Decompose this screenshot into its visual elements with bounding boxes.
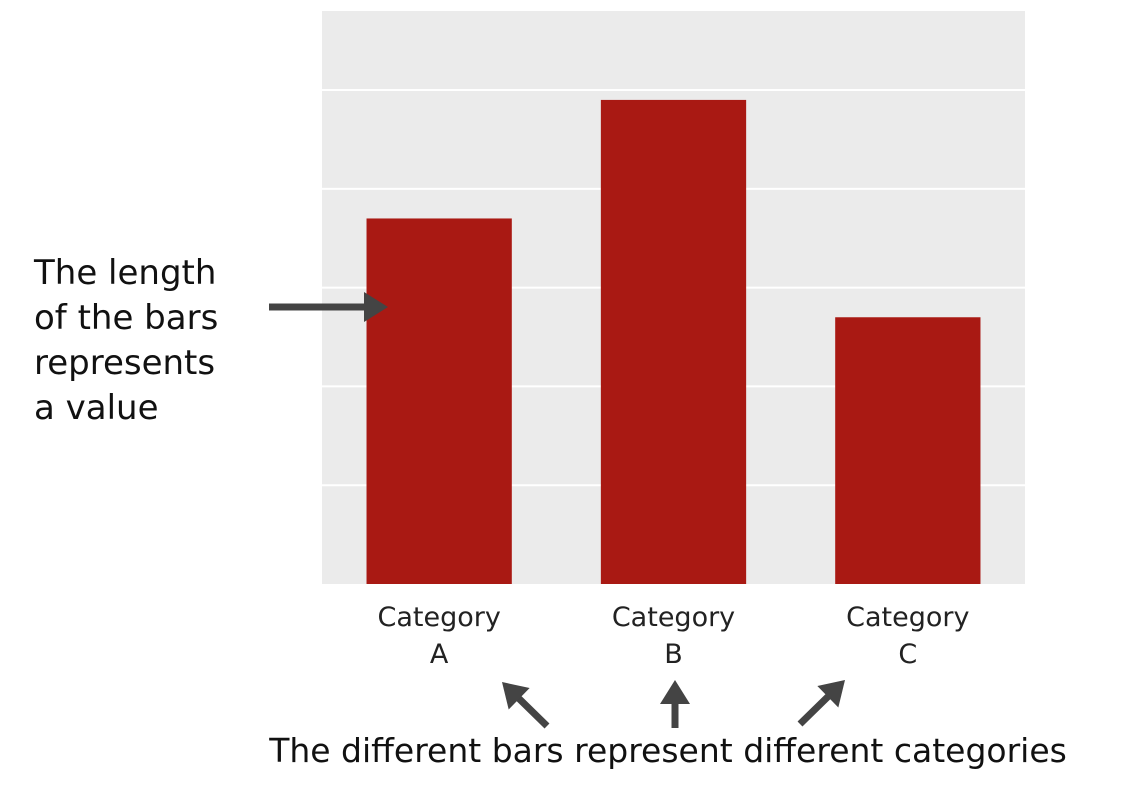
left-annotation: The length of the bars represents a value xyxy=(33,253,218,428)
category-letter: C xyxy=(898,639,917,670)
left-annotation-line: a value xyxy=(34,388,159,428)
arrow-to-category-b xyxy=(660,680,690,728)
bars xyxy=(366,99,981,585)
bar-category-a xyxy=(366,218,512,584)
category-labels: Category A Category B Category C xyxy=(377,602,969,670)
bar-category-c xyxy=(835,317,981,584)
category-label: Category xyxy=(377,602,500,633)
arrow-to-category-c xyxy=(797,680,845,727)
bar-category-b xyxy=(600,99,747,585)
category-letter: A xyxy=(430,639,449,670)
left-annotation-line: represents xyxy=(34,343,215,383)
left-annotation-line: The length xyxy=(33,253,216,293)
annotation-arrows xyxy=(269,292,845,729)
bottom-annotation-text: The different bars represent different c… xyxy=(268,731,1067,770)
arrow-to-category-a xyxy=(502,682,550,729)
arrow-right-to-bar xyxy=(269,292,388,322)
left-annotation-text: The length of the bars represents a value xyxy=(33,253,218,428)
category-label: Category xyxy=(612,602,735,633)
left-annotation-line: of the bars xyxy=(34,298,218,338)
category-label: Category xyxy=(846,602,969,633)
category-letter: B xyxy=(664,639,683,670)
